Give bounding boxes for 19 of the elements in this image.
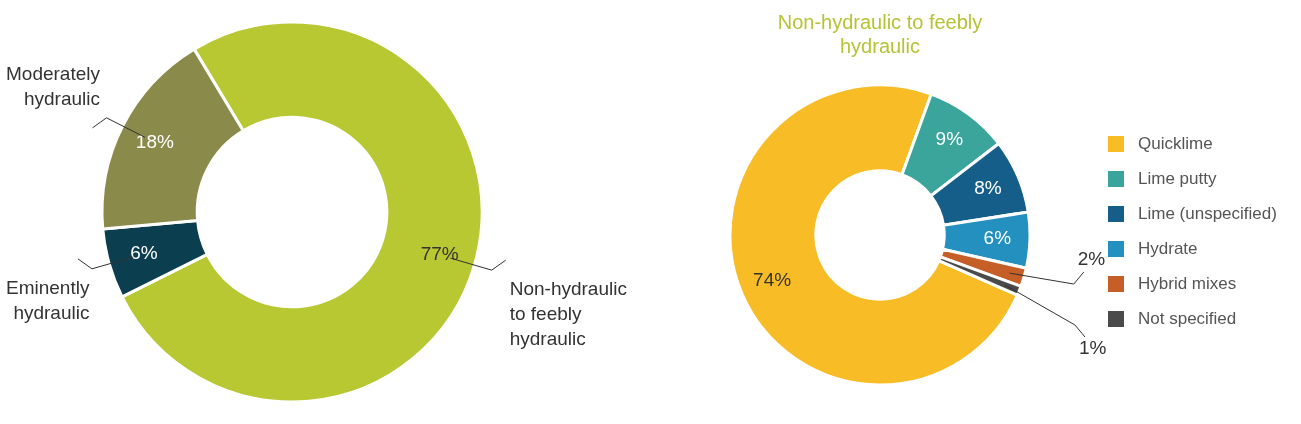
data-label: 8%	[974, 176, 1002, 198]
data-label: 2%	[1077, 248, 1106, 270]
data-label: 9%	[935, 128, 964, 150]
data-label: 74%	[753, 269, 792, 291]
data-label: 1%	[1078, 337, 1107, 359]
data-label: 77%	[420, 243, 459, 265]
slice-label: Moderately hydraulic	[5, 63, 101, 110]
legend-label: Lime putty	[1138, 168, 1217, 189]
data-label: 18%	[135, 130, 174, 152]
legend-label: Hybrid mixes	[1138, 273, 1237, 294]
legend-label: Not specified	[1138, 308, 1237, 329]
slice-label: Non-hydraulic to feebly hydraulic	[509, 278, 627, 350]
legend-label: Lime (unspecified)	[1138, 203, 1277, 224]
data-label: 6%	[983, 227, 1012, 249]
data-label: 6%	[130, 242, 158, 264]
slice-label: Eminently hydraulic	[6, 277, 90, 324]
chart-title: Non-hydraulic to feebly hydraulic	[776, 10, 984, 58]
legend-label: Quicklime	[1138, 133, 1213, 154]
legend-label: Hydrate	[1138, 238, 1198, 259]
